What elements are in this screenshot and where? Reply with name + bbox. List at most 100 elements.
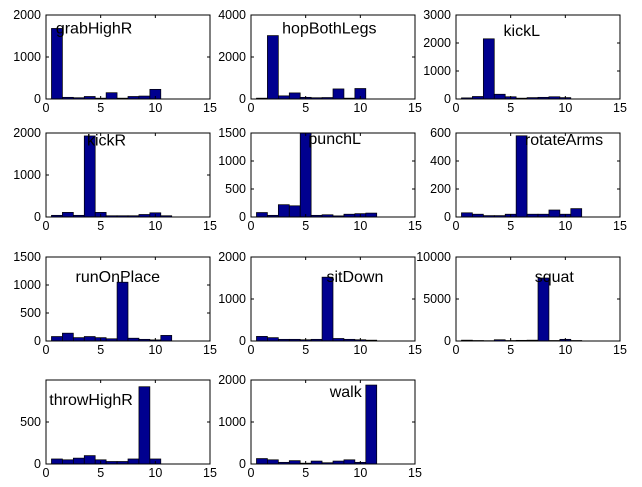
y-tick-label: 0 bbox=[239, 457, 246, 471]
chart-title: throwHighR bbox=[49, 392, 133, 409]
x-tick-label: 0 bbox=[43, 466, 50, 480]
histogram-bar bbox=[62, 332, 74, 342]
y-tick-label: 1000 bbox=[13, 168, 41, 182]
chart-panel-kickR: 0 5 10 15 0 1000 2000 kickR bbox=[13, 126, 217, 233]
x-tick-label: 5 bbox=[302, 343, 309, 357]
x-tick-label: 0 bbox=[248, 466, 255, 480]
histogram-bar bbox=[83, 455, 96, 465]
y-tick-label: 500 bbox=[20, 415, 41, 429]
x-tick-label: 5 bbox=[507, 219, 514, 233]
chart-panel-sitDown: 0 5 10 15 0 1000 2000 sitDown bbox=[218, 250, 422, 357]
x-tick-label: 10 bbox=[148, 219, 162, 233]
x-tick-label: 15 bbox=[613, 219, 627, 233]
y-tick-label: 400 bbox=[430, 154, 451, 168]
histogram-bar bbox=[548, 209, 561, 218]
y-tick-label: 0 bbox=[34, 210, 41, 224]
histogram-bar bbox=[332, 88, 345, 100]
x-tick-label: 15 bbox=[203, 466, 217, 480]
x-tick-label: 5 bbox=[507, 101, 514, 115]
histogram-bar bbox=[288, 460, 301, 465]
x-tick-label: 15 bbox=[613, 101, 627, 115]
x-tick-label: 5 bbox=[302, 219, 309, 233]
chart-panel-grabHighR: 0 5 10 15 0 1000 2000 grabHighR bbox=[13, 8, 217, 115]
x-tick-label: 0 bbox=[43, 343, 50, 357]
x-tick-label: 10 bbox=[353, 219, 367, 233]
histogram-bar bbox=[267, 337, 279, 342]
chart-title: sitDown bbox=[326, 269, 383, 286]
x-tick-label: 15 bbox=[613, 343, 627, 357]
histogram-bar bbox=[570, 208, 583, 218]
y-tick-label: 500 bbox=[225, 182, 246, 196]
axes-box bbox=[250, 132, 416, 218]
y-tick-label: 1000 bbox=[423, 64, 451, 78]
y-tick-label: 0 bbox=[239, 334, 246, 348]
x-tick-label: 5 bbox=[97, 101, 104, 115]
x-tick-label: 15 bbox=[408, 343, 422, 357]
x-tick-label: 5 bbox=[97, 466, 104, 480]
x-tick-label: 5 bbox=[97, 219, 104, 233]
chart-title: grabHighR bbox=[56, 20, 132, 37]
histogram-bar bbox=[288, 205, 301, 218]
y-tick-label: 200 bbox=[430, 182, 451, 196]
x-tick-label: 5 bbox=[97, 343, 104, 357]
chart-panel-hopBothLegs: 0 5 10 15 0 2000 4000 hopBothLegs bbox=[218, 8, 422, 115]
x-tick-label: 10 bbox=[353, 466, 367, 480]
chart-title: squat bbox=[535, 269, 575, 286]
histogram-bar bbox=[62, 459, 74, 465]
x-tick-label: 15 bbox=[408, 466, 422, 480]
histogram-bar bbox=[51, 28, 63, 100]
axes-box bbox=[45, 256, 211, 342]
histogram-bar bbox=[51, 336, 63, 342]
y-tick-label: 600 bbox=[430, 126, 451, 140]
y-tick-label: 2000 bbox=[218, 50, 246, 64]
x-tick-label: 5 bbox=[302, 101, 309, 115]
x-tick-label: 10 bbox=[558, 101, 572, 115]
y-tick-label: 4000 bbox=[218, 8, 246, 22]
x-tick-label: 10 bbox=[148, 101, 162, 115]
histogram-bar bbox=[321, 276, 334, 342]
x-tick-label: 10 bbox=[148, 466, 162, 480]
x-tick-label: 0 bbox=[43, 219, 50, 233]
histogram-bar bbox=[461, 212, 473, 218]
x-tick-label: 10 bbox=[353, 343, 367, 357]
chart-panel-throwHighR: 0 5 10 15 0 500 throwHighR bbox=[20, 379, 217, 480]
x-tick-label: 15 bbox=[203, 343, 217, 357]
y-tick-label: 1000 bbox=[13, 278, 41, 292]
y-tick-label: 2000 bbox=[13, 126, 41, 140]
y-tick-label: 0 bbox=[444, 210, 451, 224]
histogram-bar bbox=[343, 459, 356, 465]
histogram-bar bbox=[116, 281, 129, 342]
x-tick-label: 10 bbox=[558, 343, 572, 357]
histogram-bar bbox=[51, 458, 63, 465]
histogram-bar bbox=[493, 93, 506, 100]
x-tick-label: 5 bbox=[302, 466, 309, 480]
x-tick-label: 0 bbox=[453, 343, 460, 357]
chart-panel-punchL: 0 5 10 15 0 500 1000 1500 punchL bbox=[218, 126, 422, 233]
histogram-bar bbox=[62, 212, 74, 218]
y-tick-label: 500 bbox=[20, 306, 41, 320]
x-tick-label: 15 bbox=[408, 219, 422, 233]
y-tick-label: 0 bbox=[444, 334, 451, 348]
x-tick-label: 5 bbox=[507, 343, 514, 357]
histogram-bar bbox=[537, 277, 550, 342]
x-tick-label: 0 bbox=[248, 219, 255, 233]
x-tick-label: 10 bbox=[148, 343, 162, 357]
x-tick-label: 15 bbox=[408, 101, 422, 115]
histogram-bar bbox=[83, 336, 96, 342]
y-tick-label: 0 bbox=[34, 92, 41, 106]
histogram-bar bbox=[365, 212, 378, 218]
chart-title: kickR bbox=[87, 133, 126, 150]
y-tick-label: 1000 bbox=[218, 154, 246, 168]
x-tick-label: 10 bbox=[353, 101, 367, 115]
chart-title: walk bbox=[329, 384, 363, 401]
axes-box bbox=[45, 132, 211, 218]
y-tick-label: 2000 bbox=[423, 36, 451, 50]
chart-title: punchL bbox=[308, 131, 361, 148]
y-tick-label: 2000 bbox=[218, 373, 246, 387]
x-tick-label: 0 bbox=[43, 101, 50, 115]
x-tick-label: 0 bbox=[453, 219, 460, 233]
chart-title: kickL bbox=[504, 23, 541, 40]
histogram-bar bbox=[256, 336, 268, 342]
x-tick-label: 10 bbox=[558, 219, 572, 233]
